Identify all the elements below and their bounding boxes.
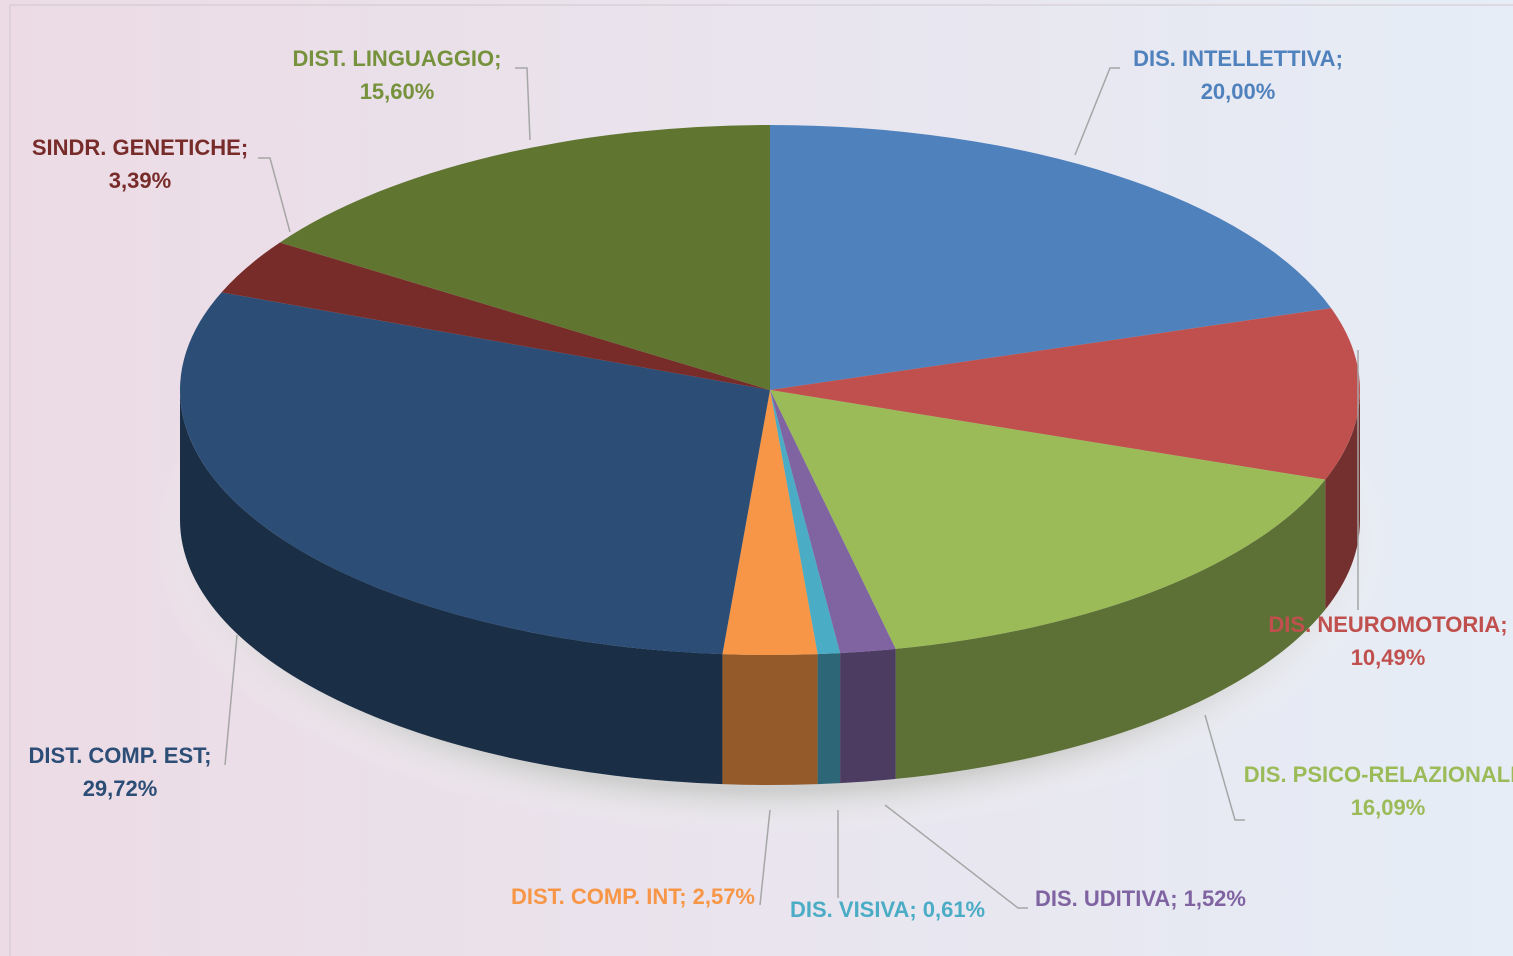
category-name: DIS. PSICO-RELAZIONALE: [1244, 762, 1513, 787]
label-separator: ;: [1500, 612, 1507, 637]
data-label: DIST. COMP. INT; 2,57%: [511, 884, 755, 909]
pie-slice: [770, 308, 1360, 480]
value-label: 29,72%: [83, 776, 158, 801]
value-label: 2,57%: [693, 884, 755, 909]
pie-slice: [279, 124, 770, 390]
pie-slice: [221, 242, 771, 390]
category-name: DIS. UDITIVA: [1035, 886, 1170, 911]
data-label: DIST. COMP. EST;: [29, 743, 212, 768]
data-label: DIS. INTELLETTIVA;: [1133, 46, 1343, 71]
leader-line: [1204, 714, 1245, 821]
data-label: DIS. PSICO-RELAZIONALE;: [1244, 762, 1513, 787]
value-label: 1,52%: [1184, 886, 1246, 911]
label-separator: ;: [1336, 46, 1343, 71]
pie-side: [180, 390, 723, 785]
label-separator: ;: [494, 46, 501, 71]
leader-line: [1074, 67, 1120, 156]
pie-side: [1325, 390, 1360, 610]
data-label: DIS. VISIVA; 0,61%: [790, 897, 985, 922]
leader-line: [884, 804, 1028, 909]
pie-side: [722, 654, 818, 785]
pie-side: [895, 479, 1326, 779]
leader-line: [759, 809, 771, 906]
value-label: 16,09%: [1351, 795, 1426, 820]
pie-slice: [770, 390, 896, 654]
pie-side: [840, 648, 896, 784]
label-separator: ;: [679, 884, 686, 909]
category-name: DIS. INTELLETTIVA: [1133, 46, 1336, 71]
label-separator: ;: [1170, 886, 1177, 911]
pie-slice: [770, 125, 1332, 390]
label-separator: ;: [204, 743, 211, 768]
value-label: 0,61%: [923, 897, 985, 922]
frame: [9, 4, 1513, 956]
category-name: DIS. VISIVA: [790, 897, 910, 922]
leader-line: [258, 157, 291, 233]
value-label: 20,00%: [1201, 79, 1276, 104]
category-name: DIST. LINGUAGGIO: [292, 46, 494, 71]
value-label: 15,60%: [360, 79, 435, 104]
pie-slice: [722, 390, 818, 655]
category-name: SINDR. GENETICHE: [32, 135, 241, 160]
label-separator: ;: [909, 897, 916, 922]
data-label: DIST. LINGUAGGIO;: [292, 46, 501, 71]
pie-slice: [770, 390, 841, 655]
category-name: DIS. NEUROMOTORIA: [1268, 612, 1500, 637]
value-label: 3,39%: [109, 168, 171, 193]
data-label: DIS. UDITIVA; 1,52%: [1035, 886, 1246, 911]
value-label: 10,49%: [1351, 645, 1426, 670]
category-name: DIST. COMP. INT: [511, 884, 682, 909]
pie-slice: [179, 292, 770, 655]
data-label: DIS. NEUROMOTORIA;: [1268, 612, 1507, 637]
leader-line: [224, 634, 238, 766]
data-label: SINDR. GENETICHE;: [32, 135, 248, 160]
pie-slice: [770, 390, 1326, 649]
leader-line: [515, 67, 531, 141]
pie-side: [817, 653, 841, 785]
category-name: DIST. COMP. EST: [29, 743, 208, 768]
label-separator: ;: [241, 135, 248, 160]
